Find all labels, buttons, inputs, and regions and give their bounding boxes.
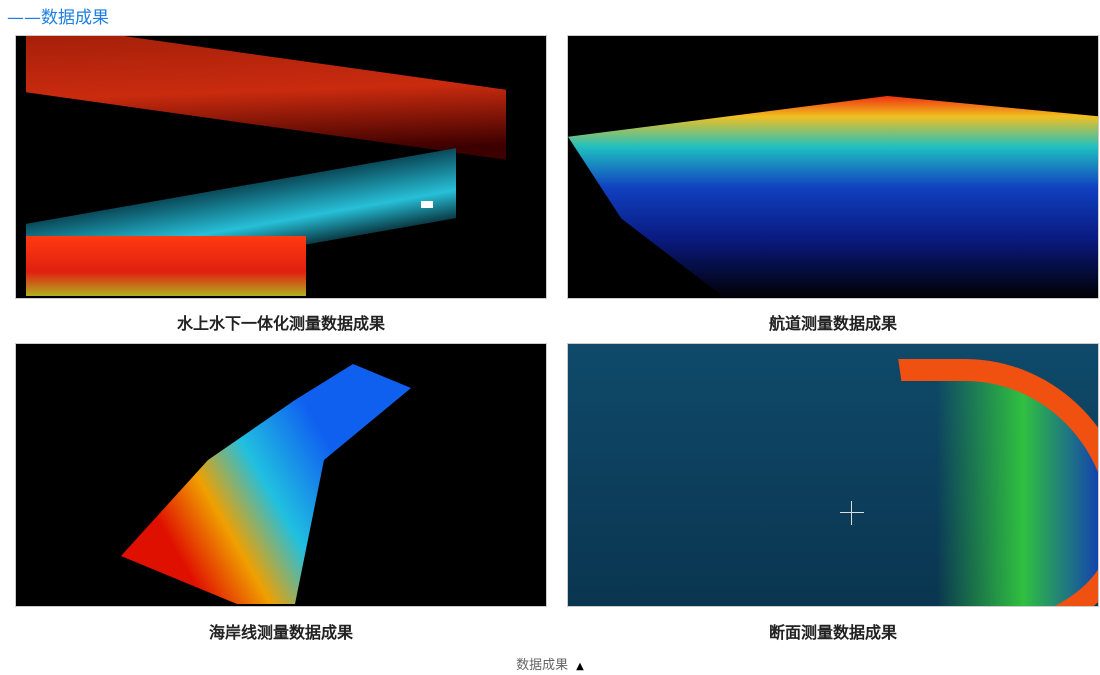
caption-3: 海岸线测量数据成果 (208, 623, 353, 642)
boat-marker (421, 201, 433, 208)
coastline-pointcloud (121, 364, 411, 604)
caption-4: 断面测量数据成果 (768, 623, 897, 642)
shore-pointcloud (26, 236, 306, 296)
caption-2: 航道测量数据成果 (768, 314, 897, 333)
cross-section-survey-image[interactable] (567, 343, 1099, 607)
footer-label: 数据成果 (516, 658, 569, 673)
caption-1: 水上水下一体化测量数据成果 (176, 314, 385, 333)
section-pointcloud (798, 359, 1098, 606)
triangle-up-icon: ▲ (576, 661, 584, 672)
channel-pointcloud (568, 96, 1098, 298)
section-title: ——数据成果 (7, 8, 109, 28)
collapse-toggle[interactable]: 数据成果 ▲ (0, 654, 1100, 673)
coastline-survey-image[interactable] (15, 343, 547, 607)
riverbank-pointcloud (26, 36, 506, 160)
crosshair-icon (840, 512, 864, 513)
channel-survey-image[interactable] (567, 35, 1099, 299)
integrated-survey-image[interactable] (15, 35, 547, 299)
